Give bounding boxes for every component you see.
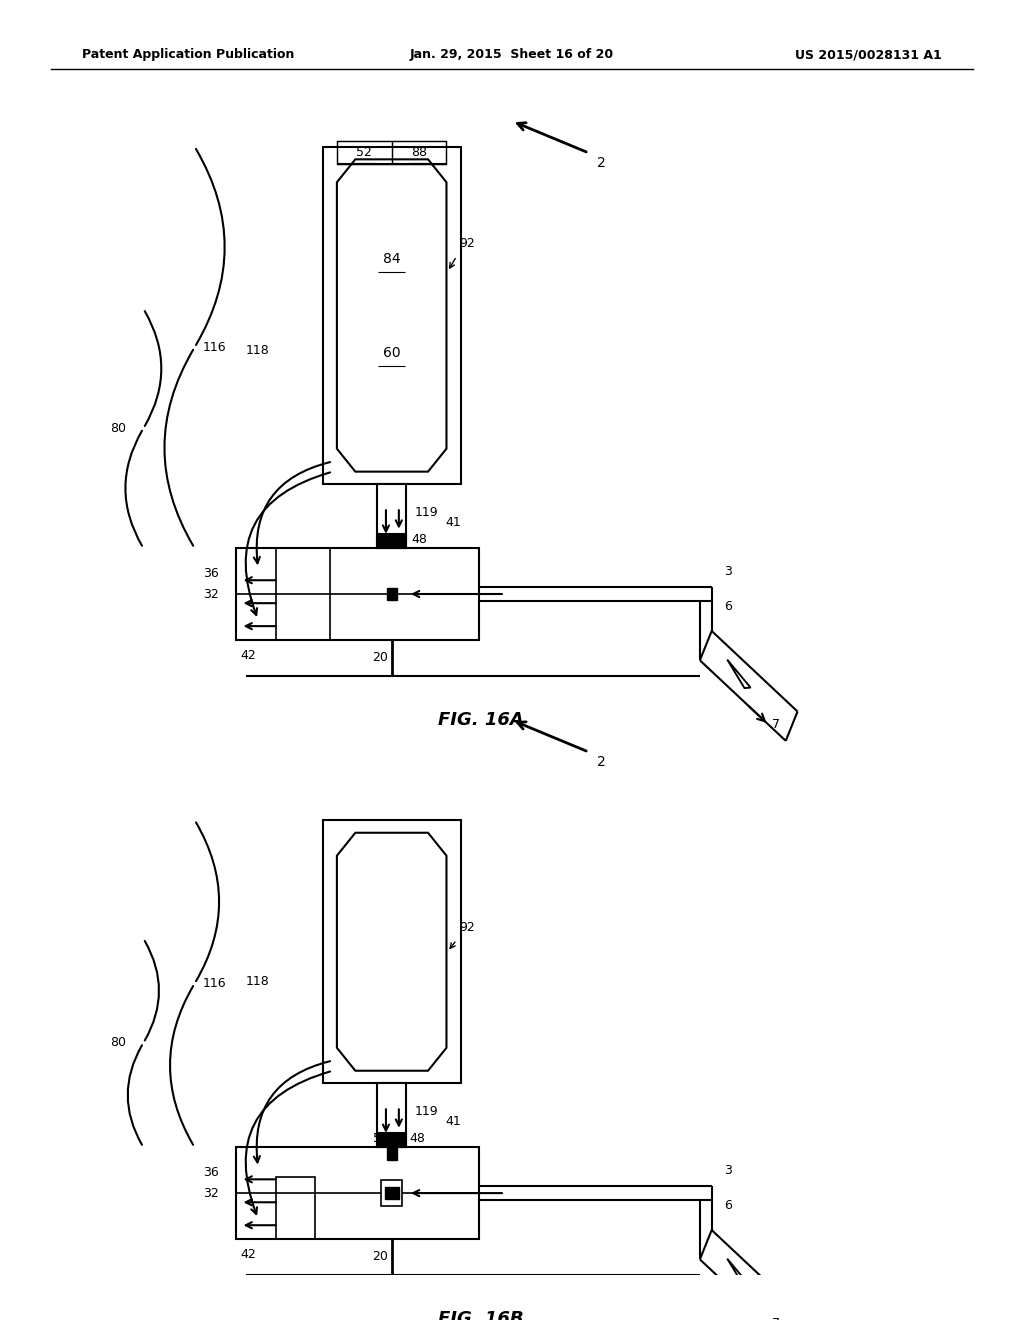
Polygon shape (727, 660, 751, 688)
Bar (377, 1084, 406, 1147)
Text: 32: 32 (203, 587, 218, 601)
Bar (387, 587, 397, 601)
Bar (337, 141, 446, 165)
Text: 88: 88 (411, 147, 427, 160)
Text: 80: 80 (111, 422, 127, 434)
Text: 32: 32 (203, 1187, 218, 1200)
Text: 60: 60 (383, 346, 400, 360)
Text: 48: 48 (412, 533, 427, 545)
Text: US 2015/0028131 A1: US 2015/0028131 A1 (796, 49, 942, 61)
Text: 3: 3 (724, 565, 732, 578)
Text: Jan. 29, 2015  Sheet 16 of 20: Jan. 29, 2015 Sheet 16 of 20 (410, 49, 614, 61)
Text: 92: 92 (459, 238, 474, 251)
Bar (323, 820, 461, 1084)
Text: 80: 80 (111, 1036, 127, 1049)
Bar (276, 548, 330, 640)
Text: 36: 36 (203, 568, 218, 581)
Text: FIG. 16A: FIG. 16A (438, 711, 524, 729)
Text: FIG. 16B: FIG. 16B (438, 1311, 524, 1320)
Text: 48: 48 (410, 1131, 425, 1144)
Text: 3: 3 (724, 1164, 732, 1176)
Text: 6: 6 (724, 601, 732, 614)
Text: 92: 92 (459, 921, 474, 935)
Bar (381, 1180, 401, 1206)
Bar (323, 147, 461, 484)
Bar (377, 535, 406, 548)
Bar (387, 1147, 397, 1160)
Text: 50: 50 (374, 1131, 389, 1144)
Text: 20: 20 (373, 651, 388, 664)
Text: Patent Application Publication: Patent Application Publication (82, 49, 294, 61)
Text: 7: 7 (772, 718, 780, 731)
Text: 116: 116 (203, 977, 226, 990)
Text: 119: 119 (414, 1105, 438, 1118)
Text: 6: 6 (724, 1200, 732, 1212)
Text: 41: 41 (444, 1115, 461, 1129)
Text: 118: 118 (246, 345, 269, 356)
Text: 118: 118 (246, 975, 269, 987)
Text: 7: 7 (772, 1317, 780, 1320)
Bar (236, 1147, 479, 1239)
Text: 42: 42 (241, 1247, 256, 1261)
Text: 119: 119 (414, 506, 438, 519)
Text: 20: 20 (373, 1250, 388, 1263)
Bar (377, 1133, 406, 1147)
Bar (377, 484, 406, 548)
Polygon shape (727, 1259, 751, 1287)
Text: 2: 2 (597, 156, 606, 170)
Text: 52: 52 (356, 147, 373, 160)
Bar (385, 1187, 399, 1200)
Text: 116: 116 (203, 341, 226, 354)
Bar (276, 1176, 315, 1239)
Bar (236, 548, 479, 640)
Text: 41: 41 (444, 516, 461, 529)
Text: 2: 2 (597, 755, 606, 770)
Text: 84: 84 (383, 252, 400, 267)
Text: 36: 36 (203, 1167, 218, 1179)
Text: 42: 42 (241, 648, 256, 661)
